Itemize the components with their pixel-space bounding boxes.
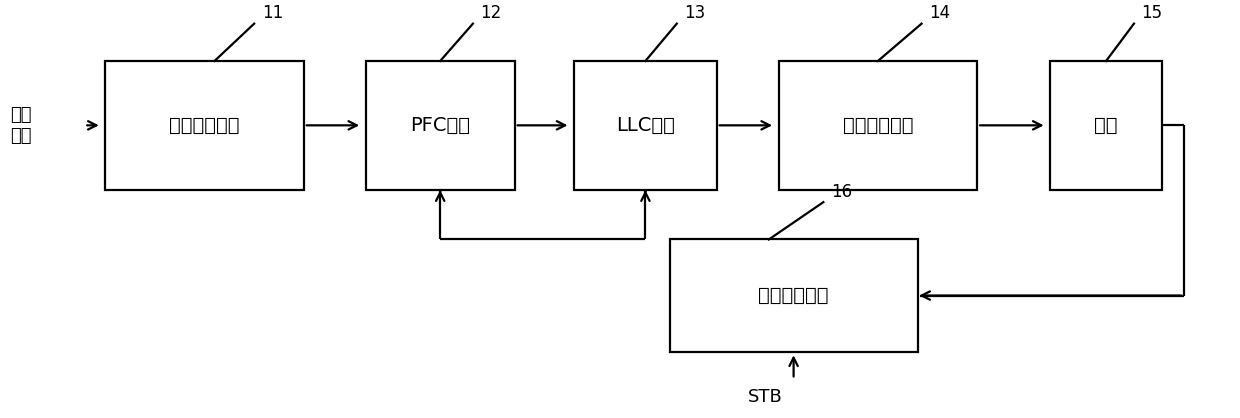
Text: 待机控制电路: 待机控制电路 (759, 286, 828, 305)
Text: PFC电路: PFC电路 (410, 116, 470, 135)
Text: 11: 11 (262, 4, 283, 23)
Text: 16: 16 (831, 183, 852, 201)
Text: 14: 14 (929, 4, 950, 23)
Bar (105, 61, 304, 190)
Text: LLC电路: LLC电路 (616, 116, 675, 135)
Text: 负载: 负载 (1095, 116, 1117, 135)
Text: 交流
输入: 交流 输入 (10, 106, 31, 145)
Text: STB: STB (748, 388, 782, 406)
Bar (366, 61, 515, 190)
Text: 13: 13 (684, 4, 706, 23)
Bar (1050, 61, 1162, 190)
Text: 12: 12 (480, 4, 502, 23)
Bar (574, 61, 717, 190)
Text: 电压转换电路: 电压转换电路 (843, 116, 913, 135)
Bar (779, 61, 977, 190)
Text: 滤波整流电路: 滤波整流电路 (170, 116, 239, 135)
Bar (670, 240, 918, 352)
Text: 15: 15 (1142, 4, 1163, 23)
